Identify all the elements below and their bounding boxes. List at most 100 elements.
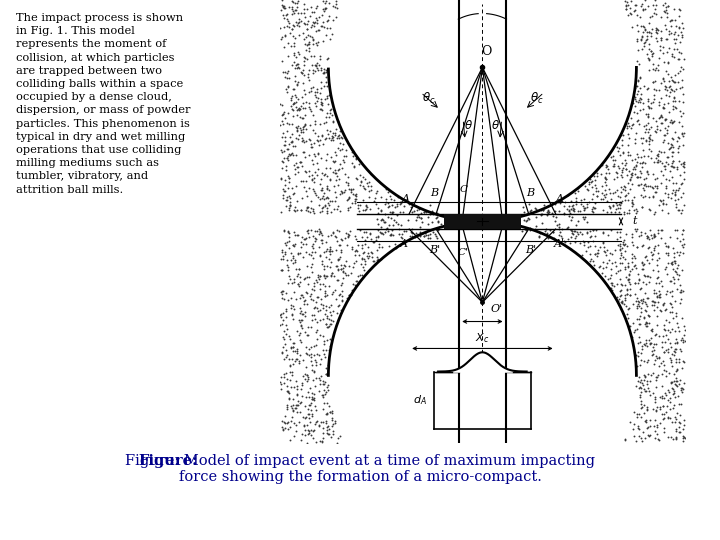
Point <box>298 35 310 43</box>
Point <box>335 145 346 154</box>
Point <box>616 188 627 197</box>
Point <box>293 22 305 30</box>
Point <box>640 319 652 328</box>
Point <box>639 260 650 269</box>
Point <box>631 422 643 431</box>
Point <box>652 25 663 33</box>
Point <box>655 359 667 367</box>
Point <box>292 231 304 239</box>
Point <box>379 227 391 236</box>
Point <box>672 165 683 173</box>
Point <box>315 235 327 244</box>
Point <box>606 278 617 287</box>
Point <box>654 98 665 107</box>
Point <box>644 134 655 143</box>
Point <box>631 264 642 272</box>
Point <box>649 241 661 250</box>
Point <box>330 262 342 271</box>
Point <box>652 267 663 276</box>
Point <box>657 138 668 146</box>
Point <box>615 183 626 191</box>
Point <box>359 260 371 268</box>
Point <box>648 244 660 253</box>
Point <box>320 30 332 39</box>
Point <box>323 0 335 7</box>
Point <box>648 306 660 315</box>
Point <box>303 273 315 281</box>
Point <box>281 382 292 390</box>
Point <box>420 229 431 238</box>
Point <box>616 291 627 300</box>
Point <box>281 73 292 82</box>
Point <box>276 287 288 296</box>
Point <box>606 284 617 293</box>
Point <box>641 167 652 176</box>
Point <box>319 170 330 179</box>
Point <box>624 291 636 299</box>
Point <box>309 367 320 375</box>
Point <box>652 150 663 159</box>
Point <box>315 355 326 363</box>
Point <box>652 370 664 379</box>
Point <box>301 289 312 298</box>
Point <box>537 206 549 214</box>
Point <box>361 179 373 187</box>
Point <box>627 200 639 208</box>
Point <box>289 427 301 435</box>
Point <box>600 163 612 171</box>
Point <box>366 170 377 179</box>
Point <box>347 147 359 156</box>
Point <box>287 355 298 363</box>
Point <box>640 110 652 118</box>
Point <box>321 126 333 134</box>
Point <box>315 280 326 289</box>
Point <box>329 166 341 175</box>
Point <box>308 7 320 16</box>
Point <box>284 140 295 149</box>
Point <box>276 6 287 15</box>
Point <box>281 69 292 77</box>
Point <box>365 229 377 238</box>
Point <box>668 52 680 61</box>
Point <box>291 346 302 355</box>
Point <box>598 264 609 273</box>
Point <box>391 211 402 220</box>
Point <box>668 377 680 386</box>
Point <box>287 85 299 93</box>
Point <box>294 113 305 122</box>
Point <box>605 188 616 197</box>
Point <box>352 272 364 280</box>
Point <box>623 188 634 197</box>
Point <box>659 366 670 374</box>
Point <box>335 234 346 243</box>
Point <box>400 227 411 235</box>
Point <box>279 132 291 141</box>
Point <box>660 183 672 192</box>
Point <box>325 164 336 172</box>
Point <box>655 13 667 22</box>
Point <box>529 225 541 234</box>
Point <box>311 38 323 47</box>
Point <box>318 377 329 386</box>
Point <box>652 151 663 160</box>
Point <box>614 193 626 201</box>
Point <box>650 340 662 348</box>
Point <box>623 278 634 287</box>
Point <box>365 247 377 256</box>
Point <box>622 259 634 267</box>
Point <box>644 45 655 53</box>
Point <box>435 219 446 228</box>
Point <box>316 257 328 266</box>
Point <box>282 82 294 91</box>
Point <box>356 233 368 241</box>
Point <box>393 225 405 233</box>
Point <box>292 0 303 5</box>
Point <box>306 260 318 269</box>
Point <box>346 146 357 154</box>
Point <box>302 426 314 434</box>
Point <box>308 52 320 60</box>
Point <box>657 75 669 84</box>
Point <box>299 300 310 308</box>
Point <box>307 254 319 262</box>
Point <box>319 170 330 178</box>
